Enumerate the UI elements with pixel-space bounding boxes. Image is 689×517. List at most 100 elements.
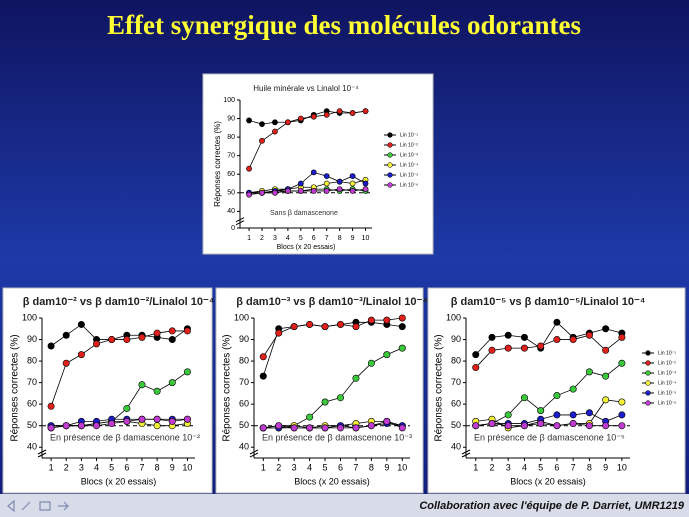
data-point — [310, 188, 317, 194]
y-tick-label: 90 — [227, 115, 235, 122]
data-point — [290, 424, 298, 432]
y-tick-label: 40 — [27, 442, 37, 452]
data-point — [321, 398, 329, 406]
data-point — [259, 424, 267, 432]
x-tick-label: 7 — [353, 462, 358, 472]
data-point — [153, 329, 161, 337]
x-axis-label: Blocs (x 20 essais) — [294, 476, 370, 486]
legend-marker — [387, 152, 393, 158]
data-point — [398, 344, 406, 352]
x-tick-label: 8 — [587, 462, 592, 472]
x-tick-label: 5 — [323, 462, 328, 472]
data-point — [246, 191, 252, 198]
x-tick-label: 6 — [554, 462, 559, 472]
y-tick-label: 0 — [231, 225, 235, 232]
data-point — [168, 327, 176, 335]
annotation: En présence de β damascenone 10⁻⁵ — [474, 432, 625, 442]
data-point — [349, 173, 356, 179]
data-point — [349, 110, 356, 116]
data-point — [585, 409, 593, 417]
nav-icons[interactable] — [7, 499, 69, 513]
legend-marker — [645, 350, 651, 356]
data-point — [259, 137, 265, 144]
x-axis-label: Blocs (x 20 essais) — [510, 476, 586, 486]
data-point — [290, 323, 298, 331]
y-tick-label: 70 — [451, 377, 461, 387]
chart-title: β dam10⁻² vs β dam10⁻²/Linalol 10⁻⁴ — [23, 296, 215, 308]
series-line — [51, 418, 188, 427]
y-tick-label: 90 — [451, 334, 461, 344]
footer: Collaboration avec l'équipe de P. Darrie… — [419, 500, 685, 512]
data-point — [602, 422, 610, 430]
data-point — [138, 415, 146, 423]
data-point — [383, 417, 391, 425]
data-point — [259, 121, 265, 128]
y-tick-label: 50 — [227, 190, 235, 197]
series-line — [50, 330, 188, 407]
data-point — [321, 424, 329, 432]
data-point — [367, 359, 375, 367]
data-point — [602, 346, 610, 354]
x-tick-label: 4 — [307, 462, 312, 472]
series-line — [475, 321, 622, 355]
series-line — [263, 347, 403, 429]
data-point — [306, 320, 314, 328]
data-point — [537, 342, 545, 350]
data-point — [183, 415, 191, 423]
data-point — [504, 331, 512, 339]
legend-marker — [387, 142, 393, 148]
data-point — [336, 394, 344, 402]
x-tick-label: 10 — [182, 462, 192, 472]
y-tick-label: 80 — [239, 355, 249, 365]
data-point — [349, 180, 356, 187]
data-point — [168, 336, 176, 344]
data-point — [246, 117, 252, 124]
data-point — [553, 392, 561, 400]
legend-label: Lin 10⁻³ — [400, 152, 418, 158]
data-point — [153, 422, 161, 430]
x-tick-label: 4 — [94, 462, 99, 472]
data-point — [362, 180, 369, 187]
data-point — [284, 188, 291, 194]
data-point — [306, 413, 314, 421]
data-point — [62, 359, 70, 367]
chart-title: β dam10⁻⁵ vs β dam10⁻⁵/Linalol 10⁻⁴ — [451, 296, 646, 308]
series-line — [475, 362, 623, 427]
y-tick-label: 40 — [227, 208, 235, 215]
data-point — [183, 327, 191, 335]
data-point — [553, 422, 561, 430]
data-point — [553, 318, 561, 326]
x-tick-label: 10 — [397, 462, 407, 472]
y-tick-label: 50 — [451, 420, 461, 430]
y-tick-label: 90 — [239, 334, 249, 344]
x-tick-label: 6 — [124, 462, 129, 472]
data-point — [602, 396, 610, 404]
legend-label: Lin 10⁻⁶ — [658, 400, 676, 406]
x-tick-label: 5 — [299, 235, 303, 242]
data-point — [349, 188, 356, 194]
x-tick-label: 10 — [362, 235, 370, 242]
x-tick-label: 5 — [109, 462, 114, 472]
y-tick-label: 40 — [239, 442, 249, 452]
axis-break — [235, 217, 245, 226]
series-line — [475, 412, 623, 427]
data-point — [47, 424, 55, 432]
x-tick-label: 7 — [325, 235, 329, 242]
legend-label: Lin 10⁻³ — [658, 370, 676, 376]
y-axis-label: Réponses correctes (%) — [213, 121, 222, 207]
data-point — [383, 316, 391, 324]
y-axis-label: Réponses correctes (%) — [222, 334, 233, 441]
data-point — [504, 344, 512, 352]
data-point — [93, 340, 101, 348]
data-point — [123, 404, 131, 412]
data-point — [618, 411, 626, 419]
data-point — [310, 169, 317, 176]
data-point — [323, 111, 330, 118]
legend-marker — [645, 370, 651, 376]
data-point — [259, 353, 267, 361]
data-point — [383, 351, 391, 359]
data-point — [367, 316, 375, 324]
data-point — [520, 333, 528, 341]
data-point — [398, 314, 406, 322]
legend-marker — [387, 132, 393, 138]
